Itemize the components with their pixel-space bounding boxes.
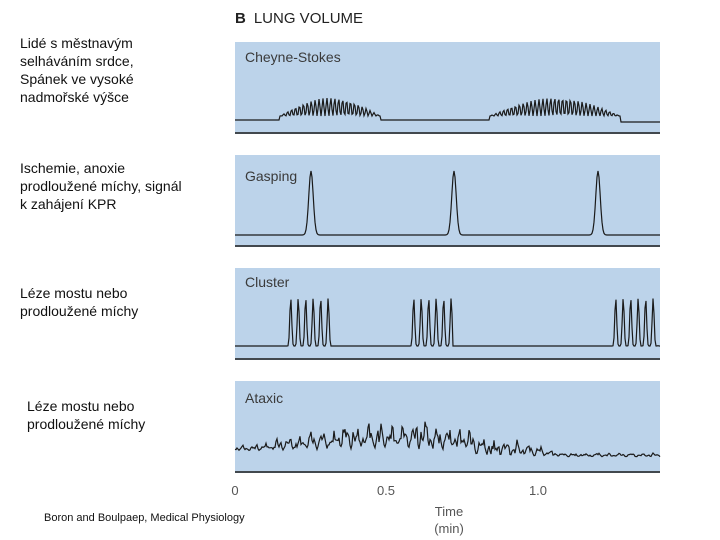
panel-gasping: Gasping — [235, 155, 660, 247]
trace-gasping — [235, 170, 660, 236]
figure-title: LUNG VOLUME — [253, 10, 364, 27]
x-tick-label: 0 — [231, 483, 238, 498]
panel-label: Gasping — [245, 168, 297, 184]
x-tick-label: 0.5 — [377, 483, 395, 498]
condition-label-cheyne-stokes: Lidé s městnavým selháváním srdce, Spáne… — [20, 35, 134, 105]
citation: Boron and Boulpaep, Medical Physiology — [44, 512, 245, 524]
trace-cheyne-stokes — [235, 98, 660, 123]
panel-background — [235, 42, 660, 134]
trace-cluster — [235, 298, 660, 347]
x-axis-label: Time — [435, 504, 463, 519]
panel-label: Ataxic — [245, 390, 283, 406]
condition-label-cluster: Léze mostu nebo prodloužené míchy — [20, 285, 139, 319]
condition-label-ataxic: Léze mostu nebo prodloužené míchy — [27, 398, 146, 432]
panel-cluster: Cluster — [235, 268, 660, 360]
figure-header: B LUNG VOLUME — [235, 10, 363, 27]
panel-background — [235, 381, 660, 473]
trace-ataxic — [234, 421, 661, 458]
panel-ataxic: Ataxic — [234, 381, 661, 473]
x-axis-unit: (min) — [434, 521, 464, 536]
panel-label: Cluster — [245, 274, 290, 290]
panel-cheyne-stokes: Cheyne-Stokes — [235, 42, 660, 134]
condition-label-gasping: Ischemie, anoxie prodloužené míchy, sign… — [20, 160, 182, 212]
x-tick-label: 1.0 — [529, 483, 547, 498]
panel-label: Cheyne-Stokes — [245, 49, 341, 65]
panel-letter: B — [235, 10, 246, 27]
panel-background — [235, 268, 660, 360]
